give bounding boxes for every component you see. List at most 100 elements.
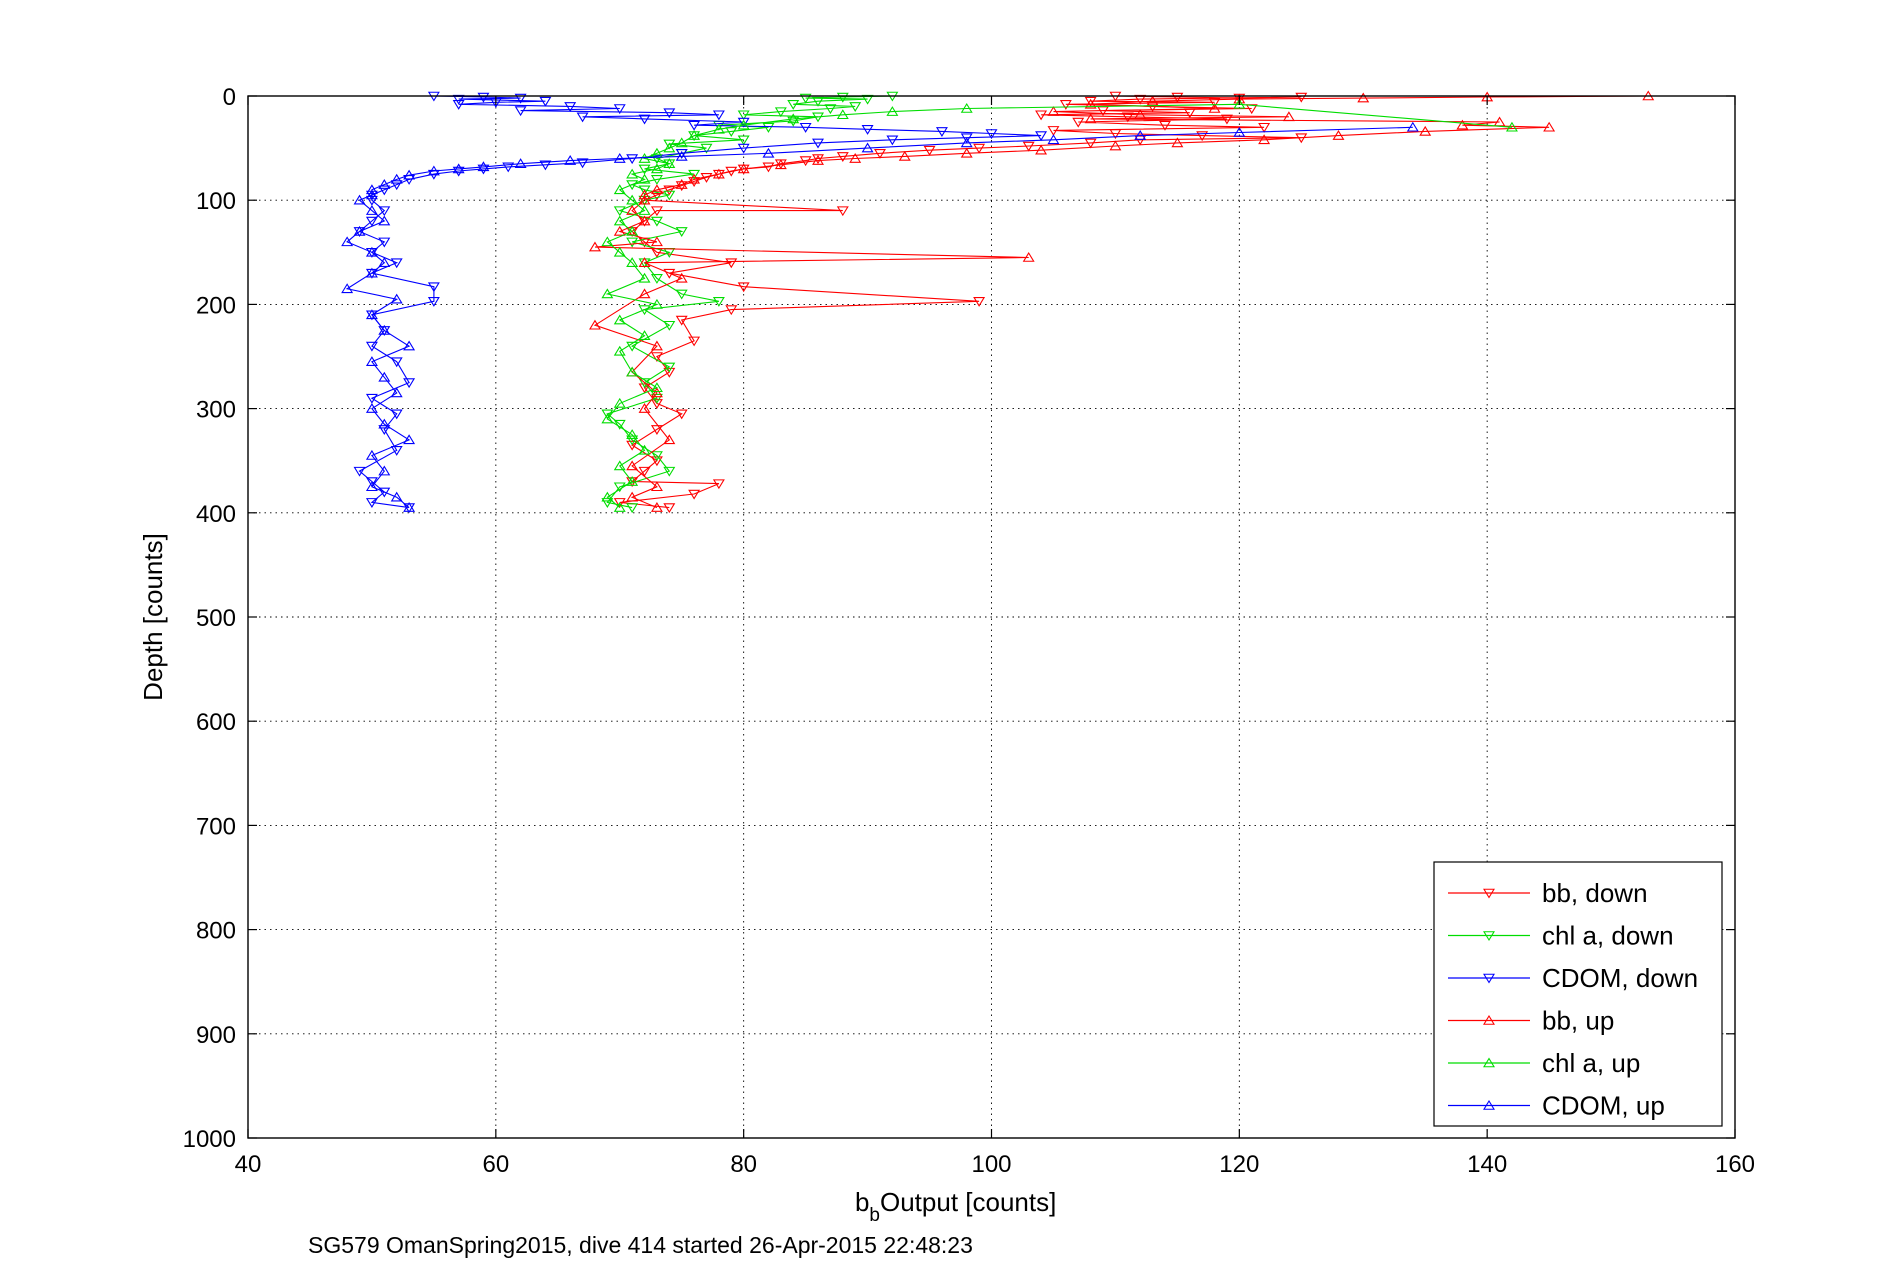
legend-marker — [1483, 1057, 1495, 1068]
data-point — [935, 127, 948, 137]
data-point — [1220, 114, 1233, 125]
legend-item: CDOM, down — [1448, 963, 1698, 993]
data-point — [390, 173, 403, 184]
data-point — [539, 160, 552, 171]
legend-label: bb, up — [1542, 1006, 1614, 1036]
data-point — [353, 225, 366, 236]
legend: bb, down chl a, down CDOM, down bb, up chl a… — [1433, 861, 1723, 1127]
data-point — [601, 491, 614, 502]
y-tick-label: 900 — [196, 1022, 236, 1049]
data-point — [650, 387, 663, 398]
data-point — [849, 152, 862, 163]
data-point — [663, 185, 676, 196]
legend-item: bb, down — [1448, 878, 1648, 908]
data-point — [762, 122, 775, 133]
series-5 — [341, 121, 1419, 512]
data-point — [675, 181, 688, 192]
legend-item: chl a, up — [1448, 1048, 1640, 1078]
data-point — [378, 425, 391, 436]
series-3 — [588, 90, 1655, 512]
x-tick-label: 120 — [1219, 1151, 1259, 1178]
legend-marker — [1483, 931, 1495, 942]
x-tick-label: 100 — [971, 1151, 1011, 1178]
data-point — [378, 465, 391, 476]
data-point — [675, 137, 688, 148]
data-point — [787, 116, 800, 127]
data-point — [365, 195, 378, 206]
data-point — [712, 123, 725, 134]
data-point — [1146, 95, 1159, 106]
legend-label: bb, down — [1542, 878, 1648, 908]
data-point — [626, 225, 639, 236]
data-point — [762, 162, 775, 173]
data-point — [1084, 98, 1097, 109]
data-point — [638, 173, 651, 184]
data-point — [1035, 144, 1048, 155]
data-point — [1208, 97, 1221, 108]
data-point — [712, 479, 725, 490]
data-point — [601, 498, 614, 508]
data-point — [626, 257, 639, 268]
data-point — [737, 282, 750, 293]
data-point — [638, 378, 651, 389]
data-point — [638, 164, 651, 175]
data-point — [427, 282, 440, 293]
data-point — [390, 180, 403, 191]
data-point — [638, 189, 651, 200]
data-point — [650, 216, 663, 227]
data-point — [898, 150, 911, 161]
data-point — [638, 288, 651, 299]
data-point — [650, 456, 663, 467]
data-point — [626, 491, 639, 502]
data-point — [365, 341, 378, 352]
data-point — [663, 503, 676, 514]
data-point — [1159, 120, 1171, 131]
data-point — [477, 161, 490, 172]
data-point — [836, 92, 849, 103]
data-point — [365, 309, 378, 320]
data-point — [960, 102, 973, 113]
data-point — [390, 491, 403, 502]
data-point — [613, 419, 626, 430]
data-point — [712, 110, 725, 121]
x-axis-label-rest: Output [counts] — [880, 1187, 1056, 1217]
data-point — [663, 367, 676, 378]
legend-item: bb, up — [1448, 1006, 1614, 1036]
data-point — [737, 117, 750, 128]
data-point — [1047, 106, 1060, 116]
data-point — [650, 451, 663, 462]
data-point — [1134, 130, 1147, 140]
legend-marker — [1483, 888, 1495, 899]
data-point — [626, 341, 639, 352]
data-point — [613, 215, 626, 226]
data-point — [1022, 141, 1035, 152]
data-point — [812, 154, 824, 165]
data-point — [1171, 137, 1184, 148]
data-point — [923, 145, 936, 156]
data-point — [365, 216, 378, 227]
data-point — [1332, 130, 1345, 140]
data-point — [787, 100, 800, 110]
data-point — [601, 236, 614, 247]
x-tick-label: 160 — [1715, 1151, 1755, 1178]
y-tick-label: 1000 — [183, 1126, 236, 1153]
data-point — [663, 108, 676, 119]
data-point — [675, 150, 688, 161]
data-point — [378, 324, 391, 335]
data-point — [403, 378, 416, 389]
data-point — [688, 173, 701, 184]
data-point — [403, 502, 416, 512]
tick-layer: 40 60 80 100 120 140 160 0 100 200 300 400 500 600 700… — [183, 84, 1755, 1178]
data-point — [737, 163, 750, 174]
data-point — [613, 345, 626, 356]
data-point — [365, 356, 378, 367]
data-point — [626, 503, 639, 514]
data-point — [390, 387, 403, 398]
data-point — [650, 236, 663, 247]
data-point — [613, 498, 626, 508]
data-point — [613, 314, 626, 325]
data-point — [1233, 98, 1246, 109]
data-point — [663, 466, 676, 477]
